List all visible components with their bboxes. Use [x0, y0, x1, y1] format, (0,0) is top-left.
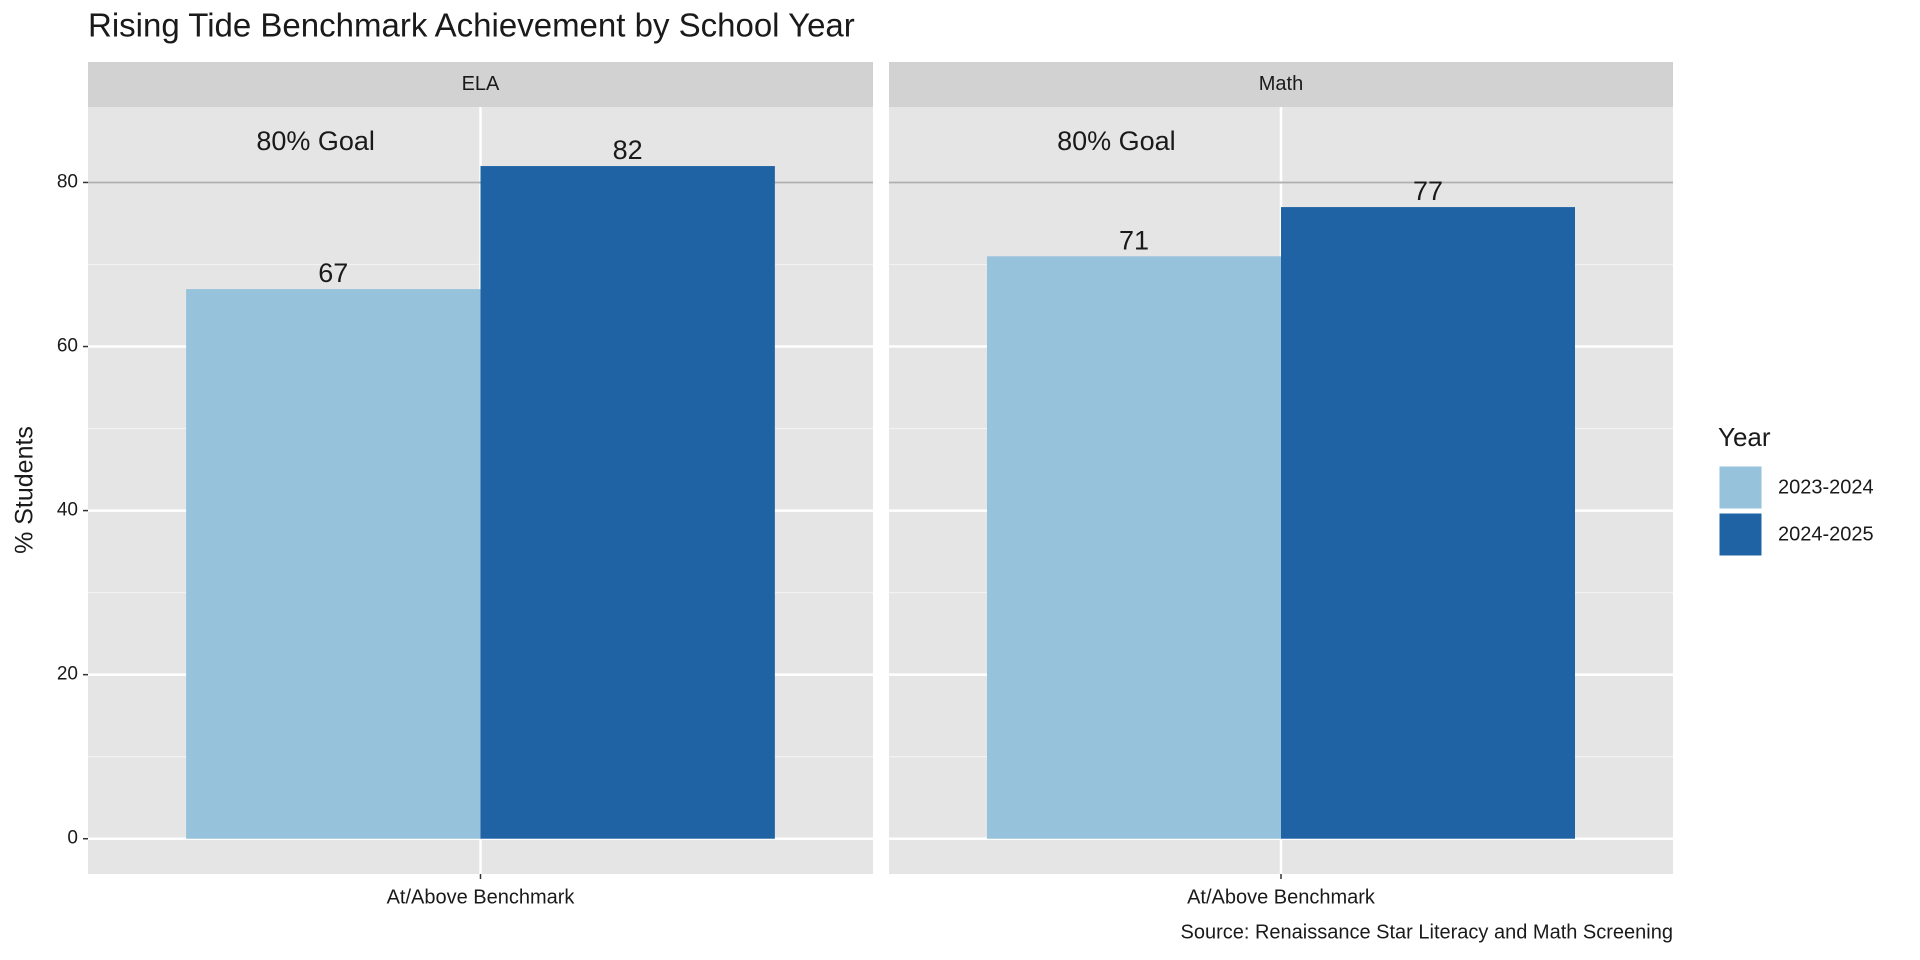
y-tick-label: 40	[57, 500, 78, 521]
strip-background	[88, 62, 873, 107]
bar	[987, 256, 1281, 839]
strip-label: Math	[1259, 73, 1303, 95]
reference-label: 80% Goal	[1057, 126, 1176, 156]
y-tick-label: 60	[57, 336, 78, 357]
reference-label: 80% Goal	[256, 126, 375, 156]
strip-background	[889, 62, 1673, 107]
bar	[1281, 207, 1575, 839]
caption: Source: Renaissance Star Literacy and Ma…	[1181, 921, 1674, 943]
data-label: 67	[318, 258, 348, 288]
y-tick-label: 20	[57, 664, 78, 685]
x-tick-label: At/Above Benchmark	[1187, 886, 1376, 908]
data-label: 71	[1119, 225, 1149, 255]
legend-key	[1718, 512, 1763, 557]
chart-title: Rising Tide Benchmark Achievement by Sch…	[88, 7, 855, 44]
data-label: 77	[1413, 176, 1443, 206]
legend-label: 2024-2025	[1778, 523, 1874, 545]
x-tick-label: At/Above Benchmark	[387, 886, 576, 908]
legend-label: 2023-2024	[1778, 476, 1874, 498]
legend-title: Year	[1718, 422, 1771, 452]
legend-key	[1718, 465, 1763, 510]
y-tick-label: 0	[67, 828, 78, 849]
data-label: 82	[613, 135, 643, 165]
y-axis-title: % Students	[11, 426, 39, 554]
y-tick-label: 80	[57, 171, 78, 192]
strip-label: ELA	[462, 73, 500, 95]
bar	[186, 289, 481, 839]
bar	[480, 166, 775, 839]
